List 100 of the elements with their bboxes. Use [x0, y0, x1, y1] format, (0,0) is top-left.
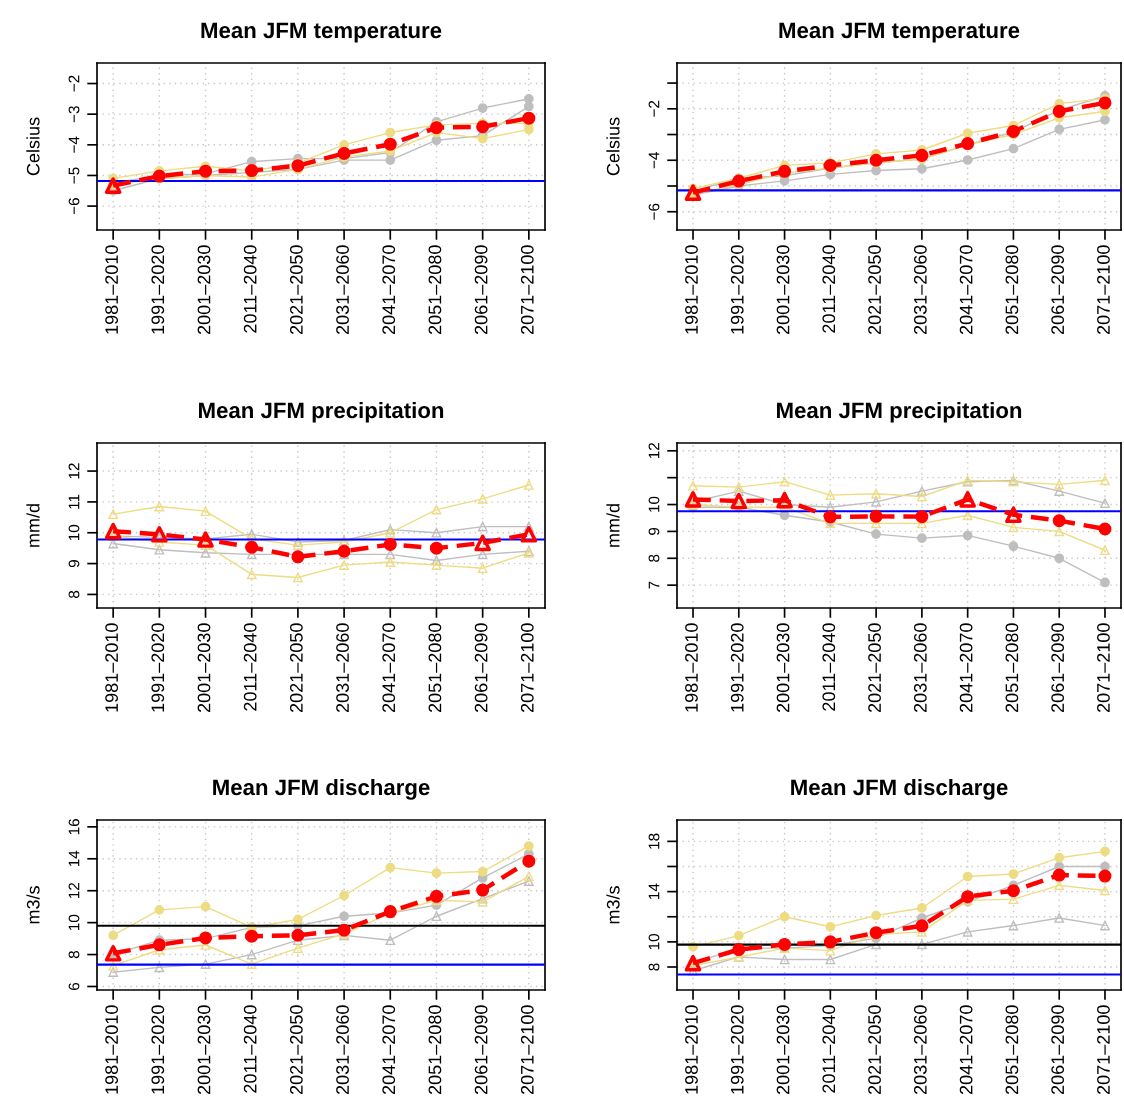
x-tick-label: 2071–2100: [1097, 245, 1110, 335]
x-tick-label: 1981–2010: [105, 623, 119, 712]
x-tick-label: 2011–2040: [822, 1005, 836, 1093]
y-tick-label: 8: [648, 554, 660, 562]
x-tick-label: 2071–2100: [520, 623, 534, 713]
x-tick-label: 2001–2030: [776, 245, 790, 335]
chart-title: Mean JFM discharge: [213, 778, 430, 800]
x-tick-label: 2001–2030: [197, 1005, 211, 1095]
y-tick-label: 12: [68, 463, 80, 479]
x-tick-label: 2051–2080: [1005, 1005, 1019, 1095]
x-tick-label: 2051–2080: [428, 245, 442, 335]
x-tick-label: 1991–2020: [151, 623, 165, 712]
x-tick-label: 2001–2030: [197, 623, 211, 713]
x-tick-label: 2061–2090: [474, 245, 488, 335]
y-tick-label: −5: [68, 167, 80, 184]
chart-title: Mean JFM temperature: [779, 22, 1020, 43]
x-tick-label: 2001–2030: [776, 623, 790, 713]
x-tick-label: 2061–2090: [474, 1005, 488, 1095]
y-tick-label: 16: [68, 819, 80, 835]
x-tick-label: 1981–2010: [105, 1005, 119, 1094]
x-tick-label: 2041–2070: [959, 245, 973, 335]
x-tick-label: 1991–2020: [151, 1005, 165, 1094]
chart-title: Mean JFM temperature: [201, 22, 442, 43]
y-tick-label: 18: [648, 833, 660, 849]
x-tick-label: 1991–2020: [730, 245, 744, 334]
x-tick-label: 2051–2080: [428, 623, 442, 713]
x-tick-label: 2071–2100: [520, 245, 534, 335]
x-tick-label: 1991–2020: [151, 245, 165, 334]
y-axis-title: m3/s: [606, 886, 620, 924]
y-tick-label: −6: [648, 203, 660, 220]
y-tick-label: −2: [648, 100, 660, 117]
x-tick-label: 2021–2050: [289, 623, 303, 713]
x-tick-label: 1981–2010: [685, 1005, 698, 1094]
x-tick-label: 2051–2080: [428, 1005, 442, 1095]
x-tick-label: 2011–2040: [243, 245, 257, 333]
x-tick-label: 2041–2070: [382, 1005, 396, 1095]
x-tick-label: 2061–2090: [1051, 623, 1065, 713]
y-tick-label: −2: [68, 75, 80, 92]
x-tick-label: 1981–2010: [105, 245, 119, 334]
y-axis-title: Celsius: [606, 117, 620, 176]
y-tick-label: −3: [68, 106, 80, 123]
x-tick-label: 2021–2050: [289, 245, 303, 335]
x-tick-label: 2021–2050: [289, 1005, 303, 1095]
y-tick-label: 12: [648, 443, 660, 459]
chart-title: Mean JFM precipitation: [199, 401, 444, 423]
x-tick-label: 2061–2090: [1051, 1005, 1065, 1095]
x-tick-label: 2031–2060: [913, 623, 927, 713]
x-tick-label: 2031–2060: [913, 1005, 927, 1095]
chart-title: Mean JFM precipitation: [777, 401, 1022, 423]
x-tick-label: 2041–2070: [382, 623, 396, 713]
x-tick-label: 2011–2040: [822, 623, 836, 711]
x-tick-label: 2071–2100: [1097, 1005, 1110, 1095]
y-tick-label: 8: [68, 590, 80, 599]
x-tick-label: 1991–2020: [730, 1005, 744, 1094]
y-tick-label: 14: [648, 883, 660, 899]
x-tick-label: 1991–2020: [730, 623, 744, 712]
x-tick-label: 2021–2050: [868, 623, 881, 713]
x-tick-label: 2031–2060: [336, 1005, 349, 1095]
x-tick-label: 1981–2010: [685, 245, 698, 334]
x-tick-label: 2051–2080: [1005, 245, 1019, 335]
y-axis-title: mm/d: [606, 504, 620, 547]
x-tick-label: 2021–2050: [868, 1005, 881, 1095]
x-tick-label: 2071–2100: [520, 1005, 534, 1095]
x-tick-label: 2031–2060: [336, 245, 349, 335]
y-tick-label: 10: [648, 933, 660, 950]
x-tick-label: 2031–2060: [913, 245, 927, 335]
x-tick-label: 2001–2030: [197, 245, 211, 335]
y-tick-label: 8: [68, 950, 80, 959]
x-tick-label: 2071–2100: [1097, 623, 1110, 713]
y-tick-label: 8: [648, 963, 660, 971]
y-axis-title: mm/d: [26, 504, 40, 547]
y-tick-label: −6: [68, 198, 80, 215]
y-tick-label: 10: [68, 914, 80, 930]
y-axis-title: Celsius: [26, 117, 40, 176]
y-tick-label: 6: [68, 982, 80, 990]
y-tick-label: 14: [68, 850, 80, 867]
y-tick-label: −4: [68, 136, 80, 153]
x-tick-label: 2001–2030: [776, 1005, 790, 1095]
x-tick-label: 2011–2040: [243, 1005, 257, 1093]
y-tick-label: 7: [648, 581, 660, 589]
y-tick-label: 10: [68, 524, 80, 541]
x-tick-label: 2061–2090: [1051, 245, 1065, 335]
y-tick-label: 10: [648, 496, 660, 512]
y-axis-title: m3/s: [26, 886, 40, 924]
y-tick-label: 11: [68, 494, 80, 509]
x-tick-label: 2021–2050: [868, 245, 881, 335]
x-tick-label: 2011–2040: [822, 245, 836, 333]
x-tick-label: 2041–2070: [959, 1005, 973, 1095]
x-tick-label: 2041–2070: [382, 245, 396, 335]
x-tick-label: 2051–2080: [1005, 623, 1019, 713]
x-tick-label: 2031–2060: [336, 623, 349, 713]
x-tick-label: 2041–2070: [959, 623, 973, 713]
x-tick-label: 1981–2010: [685, 623, 698, 712]
x-tick-label: 2061–2090: [474, 623, 488, 713]
y-tick-label: 9: [648, 527, 660, 535]
y-tick-label: 9: [68, 560, 80, 568]
x-tick-label: 2011–2040: [243, 623, 257, 711]
y-tick-label: 12: [68, 882, 80, 899]
y-tick-label: −4: [648, 152, 660, 169]
chart-title: Mean JFM discharge: [791, 778, 1008, 800]
